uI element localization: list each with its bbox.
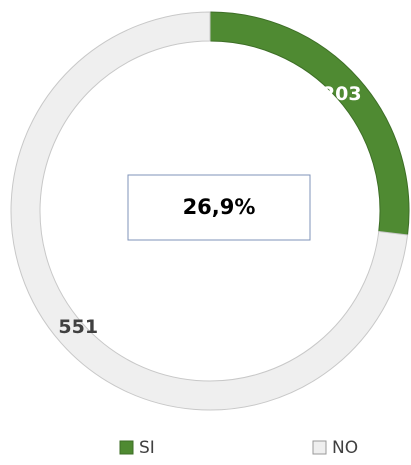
legend-swatch [312, 440, 327, 455]
center-annotation: 26,9% [183, 195, 256, 219]
legend-label: SI [139, 438, 155, 458]
legend-swatch [119, 440, 134, 455]
center-box [127, 174, 311, 241]
data-label: 551 [58, 316, 98, 338]
legend-label: NO [332, 438, 358, 458]
donut-segment [10, 11, 409, 411]
data-label: 203 [322, 83, 362, 105]
